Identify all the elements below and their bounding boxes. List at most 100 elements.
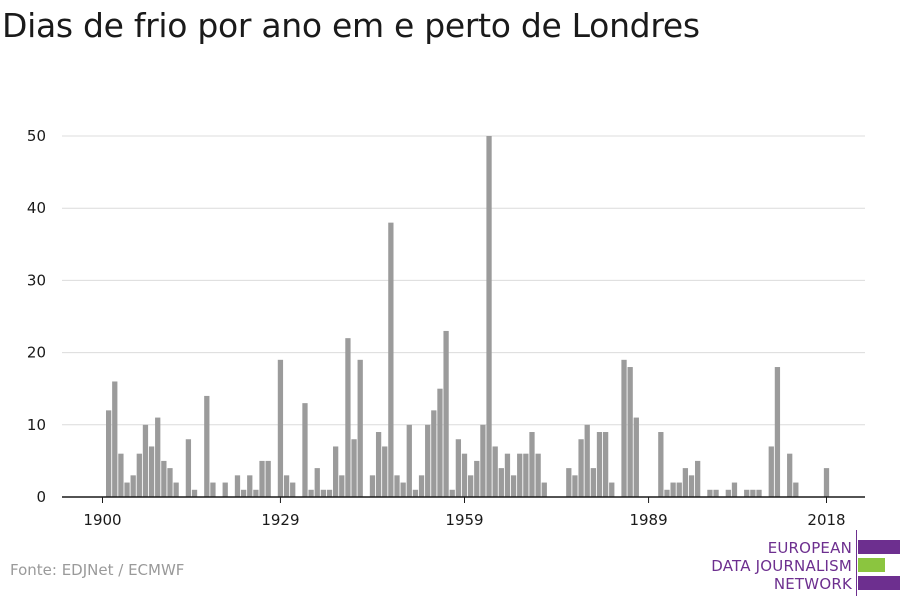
bar-1924 — [247, 475, 253, 497]
bar-1937 — [326, 489, 333, 497]
bar-1950 — [406, 424, 412, 497]
bar-1944 — [369, 475, 376, 497]
bar-2002 — [725, 489, 731, 497]
x-axis-ticks: 1900 1929 1959 1989 2018 — [83, 497, 846, 529]
bar-1947 — [388, 222, 394, 497]
x-tick-label: 1929 — [261, 511, 299, 529]
bar-1925 — [253, 489, 259, 497]
bar-1929 — [277, 359, 284, 497]
bar-2009 — [768, 446, 774, 497]
bar-1942 — [357, 359, 363, 497]
bar-1979 — [584, 424, 590, 497]
bar-1981 — [596, 432, 603, 497]
bar-1910 — [161, 460, 167, 497]
bar-2007 — [756, 489, 762, 497]
bar-1968 — [517, 453, 523, 497]
bar-1971 — [535, 453, 541, 497]
bar-1959 — [461, 453, 468, 497]
bar-1978 — [578, 439, 584, 497]
y-tick-label: 40 — [27, 199, 46, 217]
bar-1939 — [339, 475, 345, 497]
bar-1940 — [345, 338, 351, 497]
logo-text-european: EUROPEAN — [767, 539, 852, 557]
x-tick-label: 1900 — [83, 511, 121, 529]
bar-1934 — [308, 489, 314, 497]
bar-1966 — [504, 453, 511, 497]
bar-2010 — [774, 367, 781, 497]
gridlines — [62, 135, 865, 426]
bar-1933 — [302, 403, 308, 497]
bar-1905 — [130, 475, 136, 497]
bar-1936 — [320, 489, 327, 497]
bar-1987 — [633, 417, 639, 497]
bar-1956 — [443, 330, 449, 497]
source-note: Fonte: EDJNet / ECMWF — [10, 561, 185, 579]
bar-1938 — [333, 446, 339, 497]
bar-1941 — [351, 439, 357, 497]
bar-1955 — [437, 388, 443, 497]
bar-1980 — [590, 468, 596, 497]
bar-1914 — [185, 439, 192, 497]
logo-text-network: NETWORK — [773, 575, 852, 593]
y-tick-label: 30 — [27, 271, 46, 289]
bar-2003 — [731, 482, 738, 497]
bar-2006 — [750, 489, 756, 497]
bar-1954 — [431, 410, 437, 497]
bar-1915 — [191, 489, 198, 497]
bar-1920 — [222, 482, 228, 497]
edjnet-logo: EUROPEAN DATA JOURNALISM NETWORK — [700, 530, 900, 596]
bar-1945 — [375, 432, 382, 497]
bar-1949 — [400, 482, 406, 497]
x-tick-label: 1959 — [445, 511, 483, 529]
bar-1946 — [382, 446, 388, 497]
bar-1930 — [283, 475, 290, 497]
bar-1982 — [602, 432, 609, 497]
y-tick-label: 10 — [27, 416, 46, 434]
bar-1902 — [112, 381, 118, 497]
bar-1970 — [529, 432, 535, 497]
bar-1986 — [627, 367, 633, 497]
bar-1926 — [259, 460, 265, 497]
bar-1961 — [474, 460, 480, 497]
bar-1935 — [314, 468, 320, 497]
x-tick-label: 2018 — [807, 511, 845, 529]
bar-1901 — [106, 410, 112, 497]
bar-1963 — [486, 136, 492, 497]
logo-text-data-journalism: DATA JOURNALISM — [711, 557, 852, 575]
bar-1964 — [492, 446, 498, 497]
bar-1972 — [541, 482, 547, 497]
bar-1903 — [118, 453, 124, 497]
bar-1904 — [124, 482, 130, 497]
bar-1962 — [480, 424, 486, 497]
y-tick-label: 50 — [27, 127, 46, 145]
bar-1931 — [290, 482, 296, 497]
bar-1997 — [695, 460, 701, 497]
bar-1923 — [240, 489, 247, 497]
bar-1985 — [621, 359, 627, 497]
y-tick-label: 20 — [27, 344, 46, 362]
bar-2018 — [823, 468, 830, 497]
bar-1965 — [498, 468, 504, 497]
bar-1908 — [148, 446, 155, 497]
bar-1951 — [412, 489, 419, 497]
bar-1917 — [204, 395, 210, 497]
bar-1958 — [455, 439, 462, 497]
bar-1999 — [707, 489, 713, 497]
bar-1909 — [155, 417, 161, 497]
bar-1993 — [670, 482, 676, 497]
bar-1911 — [167, 468, 173, 497]
bar-1995 — [682, 468, 689, 497]
bar-1996 — [688, 475, 695, 497]
bar-1983 — [609, 482, 615, 497]
bars — [106, 136, 830, 497]
bar-1957 — [449, 489, 455, 497]
bar-1907 — [142, 424, 149, 497]
bar-1991 — [658, 432, 664, 497]
y-tick-label: 0 — [36, 488, 46, 506]
logo-bar-purple-bottom — [858, 576, 900, 590]
bar-2000 — [713, 489, 719, 497]
bar-1948 — [394, 475, 400, 497]
logo-divider — [856, 530, 857, 596]
bar-1906 — [136, 453, 142, 497]
